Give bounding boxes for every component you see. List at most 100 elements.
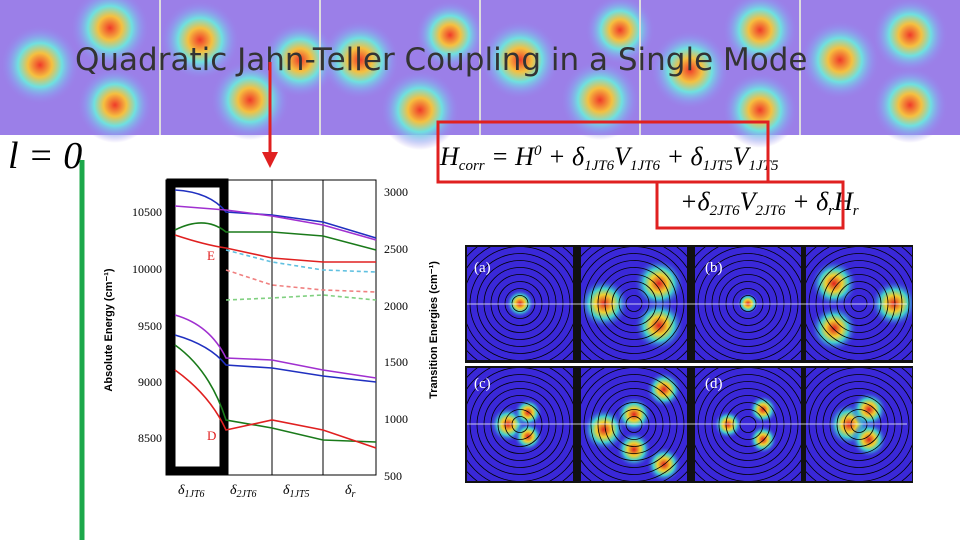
panel-art <box>581 278 630 329</box>
y-tick-label: 9000 <box>138 375 162 389</box>
panel-art <box>695 368 801 481</box>
panel-art <box>504 409 536 440</box>
l-label: l = 0 <box>8 135 82 177</box>
panel-art <box>737 292 759 315</box>
panel-art <box>808 253 910 354</box>
panel-art <box>748 395 778 424</box>
y-tick-label: 9500 <box>138 319 162 333</box>
panel-art <box>469 253 571 354</box>
y2-tick-label: 2500 <box>384 242 408 256</box>
panel-art <box>625 295 643 312</box>
panel-art <box>590 260 678 347</box>
panel-art <box>836 402 882 447</box>
panel-label: (d) <box>705 376 723 392</box>
panel-art <box>597 267 671 340</box>
panel-art <box>513 422 543 451</box>
panel-art <box>822 388 896 461</box>
panel-art <box>504 288 536 319</box>
panel-art <box>590 381 678 468</box>
panel-art <box>829 274 889 333</box>
panel-art <box>646 446 682 481</box>
panel-art <box>505 289 535 318</box>
y2-tick-label: 1000 <box>384 412 408 426</box>
panel-art <box>711 267 785 340</box>
panel-art <box>697 253 799 354</box>
panel-art <box>732 288 764 319</box>
x-label: δ2JT6 <box>230 483 257 500</box>
panel-art <box>808 374 910 475</box>
panel-art <box>697 374 799 475</box>
panel-art <box>616 431 652 468</box>
panel-art <box>583 374 685 475</box>
panel-art <box>718 395 778 454</box>
panel-art <box>618 288 650 319</box>
y-tick-label: 10500 <box>132 205 162 219</box>
x-label: δ1JT6 <box>178 483 205 500</box>
equation-line-1: Hcorr = H0 + δ1JT6V1JT6 + δ1JT5V1JT5 <box>439 142 779 174</box>
panel-art <box>711 388 785 461</box>
y2-tick-label: 3000 <box>384 185 408 199</box>
panel-art <box>739 295 757 312</box>
panel-art <box>597 388 671 461</box>
panel-art <box>616 396 652 433</box>
panel-art <box>476 260 564 347</box>
panel-art <box>604 395 664 454</box>
panel-art <box>850 416 868 433</box>
panel-art <box>497 281 543 326</box>
panel-label: (a) <box>474 260 491 276</box>
panel-art <box>483 267 557 340</box>
density-panels: (a) (b) (c) (d) <box>465 245 913 483</box>
state-label: D <box>207 428 216 443</box>
y2-tick-label: 2000 <box>384 299 408 313</box>
panel-art <box>843 288 875 319</box>
panel-art <box>604 274 664 333</box>
panel-art <box>611 281 657 326</box>
panel-art <box>704 381 792 468</box>
panel-art <box>646 371 682 408</box>
panel-art <box>739 416 757 433</box>
panel-art <box>625 416 643 433</box>
panel-art <box>810 305 858 352</box>
panel-art <box>490 395 550 454</box>
arrow <box>262 62 278 168</box>
panel-art <box>815 381 903 468</box>
title: Quadratic Jahn-Teller Coupling in a Sing… <box>75 42 807 78</box>
panel-art <box>513 398 543 427</box>
panel-art <box>725 402 771 447</box>
panel-art <box>732 409 764 440</box>
panel-art <box>822 267 896 340</box>
panel-art <box>469 374 571 475</box>
panel-label: (c) <box>474 376 491 392</box>
panel-art <box>851 391 887 428</box>
highlight-box <box>655 180 845 230</box>
state-label: E <box>207 248 215 263</box>
panel-art <box>511 295 529 312</box>
panel-art <box>748 425 778 454</box>
energy-figure: E D 10500 10000 9500 9000 8500 3000 2500… <box>103 178 440 500</box>
panel-art <box>611 402 657 447</box>
panel-art <box>836 281 882 326</box>
panel-art <box>618 409 650 440</box>
panel-label: (b) <box>705 260 723 276</box>
y-axis-title: Absolute Energy (cm⁻¹) <box>103 268 115 391</box>
panel-art <box>725 281 771 326</box>
panel-art <box>870 280 912 327</box>
panel-art <box>633 300 685 351</box>
panel-art <box>815 260 903 347</box>
highlight-box <box>436 120 770 184</box>
panel-art <box>490 274 550 333</box>
panel-art <box>850 295 868 312</box>
x-label: δr <box>345 483 356 500</box>
panel-art <box>851 421 887 458</box>
panel-art <box>583 253 685 354</box>
panel-art <box>704 260 792 347</box>
y2-tick-label: 1500 <box>384 355 408 369</box>
y-tick-label: 10000 <box>132 262 162 276</box>
panel-art <box>810 260 858 307</box>
panel-art <box>718 274 778 333</box>
panel-art <box>483 388 557 461</box>
panel-art <box>829 395 889 454</box>
panel-art <box>497 402 543 447</box>
panel-art <box>582 407 626 452</box>
